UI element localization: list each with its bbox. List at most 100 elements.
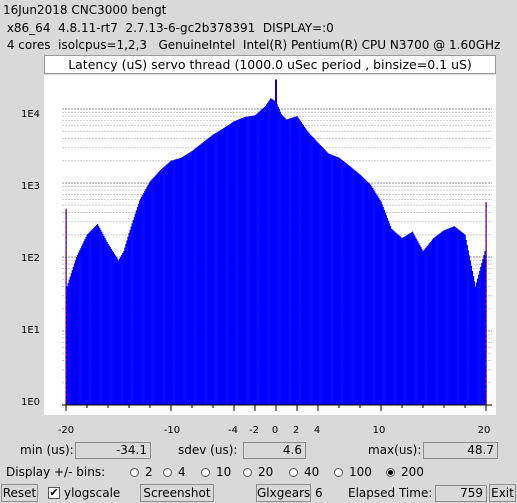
histogram-bar xyxy=(345,163,348,405)
histogram-bar xyxy=(124,247,126,405)
bins-option-2[interactable]: 2 xyxy=(130,465,153,479)
max-value: 48.7 xyxy=(423,442,498,459)
histogram-bar xyxy=(128,233,130,405)
histogram-bar xyxy=(298,119,300,405)
histogram-bar xyxy=(143,192,145,405)
histogram-bar xyxy=(199,144,202,405)
histogram-bar xyxy=(388,223,391,405)
histogram-bar xyxy=(404,236,406,405)
x-tick-label-10: 10 xyxy=(372,425,386,436)
ylogscale-label[interactable]: ylogscale xyxy=(64,486,121,500)
ylogscale-checkbox[interactable]: ✔ xyxy=(48,486,60,499)
histogram-bar xyxy=(430,240,433,405)
histogram-bar xyxy=(213,134,215,405)
histogram-bar xyxy=(245,116,247,405)
histogram-bar xyxy=(102,233,104,405)
radio-dot xyxy=(130,468,139,477)
histogram-bar xyxy=(324,150,327,405)
histogram-bar xyxy=(284,118,287,406)
screenshot-button[interactable]: Screenshot xyxy=(140,484,214,502)
x-tick-label-4: 4 xyxy=(313,425,321,436)
histogram-bar xyxy=(243,116,246,406)
histogram-bar xyxy=(420,247,422,405)
histogram-bar xyxy=(111,250,113,405)
histogram-bar xyxy=(158,171,161,405)
histogram-bar xyxy=(429,242,432,405)
min-label: min (us): xyxy=(20,443,74,457)
histogram-bar xyxy=(238,119,240,405)
histogram-bar xyxy=(141,196,143,405)
bins-option-100[interactable]: 100 xyxy=(334,465,372,479)
histogram-bar xyxy=(471,270,474,405)
histogram-bar xyxy=(94,226,97,405)
histogram-bar xyxy=(185,155,187,405)
histogram-bar xyxy=(301,123,303,405)
histogram-bar xyxy=(168,162,170,405)
histogram-bar xyxy=(69,276,71,405)
histogram-bar xyxy=(173,159,175,405)
histogram-bar xyxy=(82,243,84,405)
histogram-bar xyxy=(66,286,68,405)
histogram-bar xyxy=(379,199,381,405)
histogram-bar xyxy=(480,266,482,405)
histogram-bar xyxy=(254,115,256,405)
histogram-bar xyxy=(450,227,453,405)
histogram-bar xyxy=(372,188,374,405)
histogram-bar xyxy=(457,228,459,405)
histogram-bar xyxy=(386,217,389,405)
histogram-bar xyxy=(453,226,456,405)
histogram-bar xyxy=(153,176,155,405)
bins-option-20[interactable]: 20 xyxy=(243,465,273,479)
histogram-bar xyxy=(469,260,471,405)
histogram-bar xyxy=(322,148,324,405)
histogram-bar xyxy=(459,230,461,405)
histogram-bar xyxy=(191,151,193,405)
histogram-bar xyxy=(248,116,250,406)
histogram-bar xyxy=(377,196,379,405)
exit-button[interactable]: Exit xyxy=(489,484,516,502)
histogram-bar xyxy=(266,104,268,406)
histogram-bar xyxy=(120,256,122,405)
histogram-bar xyxy=(251,115,253,406)
histogram-bar xyxy=(317,142,319,406)
header-date-host: 16Jun2018 CNC3000 bengt xyxy=(3,3,167,17)
histogram-bar xyxy=(88,232,90,405)
histogram-bar xyxy=(460,231,462,405)
histogram-bar xyxy=(461,232,463,405)
histogram-bar xyxy=(103,235,105,405)
histogram-bar xyxy=(382,207,384,405)
histogram-bar xyxy=(182,157,184,405)
histogram-bar xyxy=(267,102,269,405)
histogram-bar xyxy=(190,151,192,405)
histogram-bar xyxy=(178,158,181,405)
histogram-bar xyxy=(205,140,207,405)
histogram-bar xyxy=(237,119,239,405)
histogram-bar xyxy=(276,104,278,405)
histogram-bar xyxy=(224,127,226,405)
y-tick-label-1e2: 1E2 xyxy=(20,253,40,264)
histogram-bar xyxy=(110,248,112,405)
histogram-bar xyxy=(113,253,116,405)
bins-option-200[interactable]: 200 xyxy=(386,465,424,479)
histogram-bar xyxy=(225,126,227,405)
histogram-bar xyxy=(426,245,428,405)
histogram-bar xyxy=(250,116,252,405)
bins-option-10[interactable]: 10 xyxy=(201,465,231,479)
histogram-bar xyxy=(315,140,317,405)
histogram-bar xyxy=(467,250,469,405)
histogram-bar xyxy=(346,164,349,405)
reset-button[interactable]: Reset xyxy=(1,484,38,502)
histogram-bar xyxy=(232,122,234,405)
histogram-bar xyxy=(149,181,151,405)
histogram-bar xyxy=(183,156,185,405)
glxgears-count: 6 xyxy=(315,486,323,500)
bins-option-40[interactable]: 40 xyxy=(289,465,319,479)
histogram-bar xyxy=(137,203,140,405)
histogram-bar xyxy=(198,145,201,405)
histogram-bar xyxy=(177,158,180,405)
histogram-bar xyxy=(463,233,465,405)
bins-option-4[interactable]: 4 xyxy=(163,465,186,479)
glxgears-button[interactable]: Glxgears xyxy=(256,484,311,502)
histogram-bar xyxy=(95,224,98,405)
histogram-bar xyxy=(376,194,378,405)
